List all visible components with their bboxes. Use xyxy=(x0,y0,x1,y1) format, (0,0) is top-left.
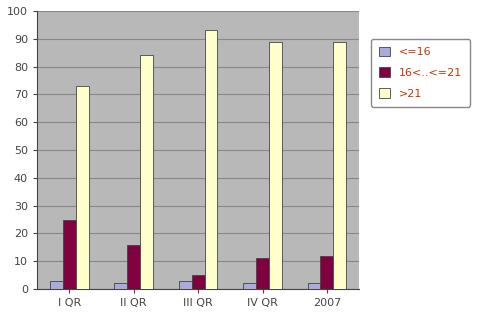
Bar xyxy=(243,284,256,289)
Bar xyxy=(140,55,153,289)
Bar xyxy=(308,284,320,289)
Bar xyxy=(256,258,269,289)
Legend: <=16, 16<..<=21, >21: <=16, 16<..<=21, >21 xyxy=(371,39,470,107)
Bar xyxy=(127,244,140,289)
Bar xyxy=(50,281,63,289)
Bar xyxy=(334,42,346,289)
Bar xyxy=(76,86,89,289)
Bar xyxy=(179,281,191,289)
Bar xyxy=(114,284,127,289)
Bar xyxy=(191,275,205,289)
Bar xyxy=(63,220,76,289)
Bar xyxy=(269,42,282,289)
Bar xyxy=(320,256,334,289)
Bar xyxy=(205,31,217,289)
